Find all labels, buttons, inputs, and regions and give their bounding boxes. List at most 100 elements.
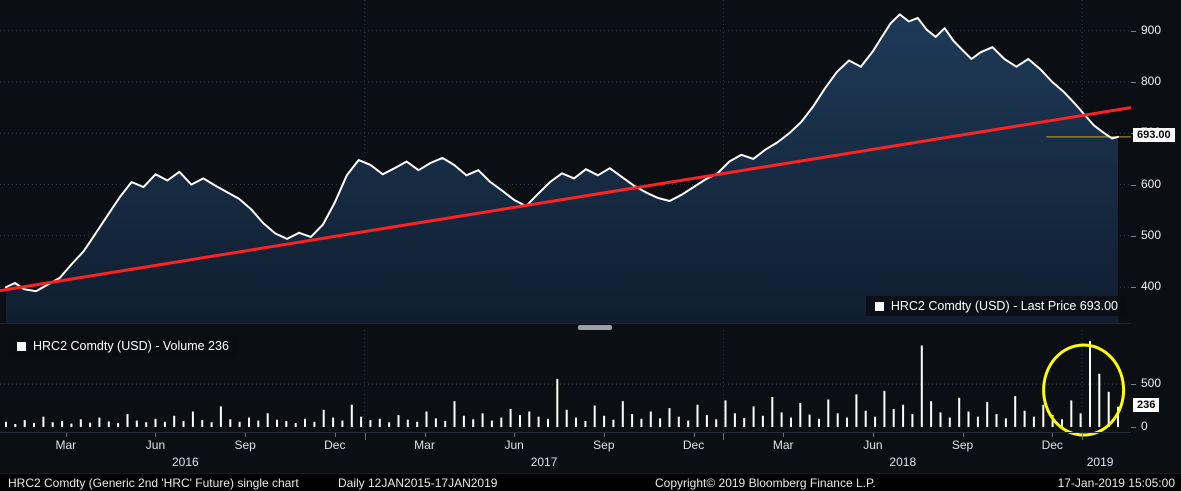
volume-bar <box>1117 406 1119 427</box>
volume-bar <box>416 421 419 427</box>
year-tick-label: 2016 <box>171 455 199 469</box>
volume-tick-label: 0 <box>1141 419 1148 433</box>
time-axis: Mar Jun Sep Dec Mar Jun Sep Dec Mar Jun Sep Dec 2016… <box>0 432 1131 474</box>
volume-bar <box>1023 410 1026 427</box>
current-volume-badge: 236 <box>1133 397 1160 412</box>
volume-bar <box>958 397 961 427</box>
volume-bar <box>154 418 157 427</box>
chart-description: HRC2 Comdty (Generic 2nd 'HRC' Future) s… <box>8 476 299 490</box>
volume-bar <box>547 418 549 427</box>
volume-bar <box>771 397 774 427</box>
volume-bar <box>1061 419 1063 427</box>
volume-bar <box>219 406 222 427</box>
axis-tick <box>1131 384 1136 386</box>
price-tick-label: 600 <box>1141 176 1162 191</box>
volume-bar <box>238 421 241 427</box>
last-price-badge: 693.00 <box>1133 127 1175 142</box>
axis-tick <box>155 433 157 437</box>
volume-bar <box>575 417 577 427</box>
volume-bar <box>883 390 886 427</box>
highlight-circle-annotation <box>1042 343 1126 437</box>
price-tick-label: 400 <box>1141 279 1162 294</box>
axis-tick <box>1131 235 1136 237</box>
volume-bar <box>201 420 204 427</box>
month-tick-label: Mar <box>772 438 794 452</box>
volume-bar <box>276 419 278 427</box>
volume-bar <box>705 415 708 427</box>
volume-bar <box>117 423 120 427</box>
volume-bar <box>5 421 7 427</box>
volume-bar <box>500 417 503 427</box>
volume-bar <box>649 411 652 427</box>
volume-bar <box>1089 341 1091 427</box>
volume-bar <box>79 419 82 427</box>
volume-bar <box>790 417 792 427</box>
divider-handle[interactable] <box>578 325 612 330</box>
volume-bar <box>126 414 129 427</box>
volume-bar <box>948 417 951 427</box>
axis-tick <box>65 433 67 437</box>
volume-bar <box>556 378 559 427</box>
volume-bar <box>696 404 699 427</box>
price-tick-label: 900 <box>1141 22 1162 37</box>
price-legend: HRC2 Comdty (USD) - Last Price 693.00 <box>865 296 1127 316</box>
axis-tick <box>1131 427 1136 428</box>
year-boundary-tick <box>364 433 366 440</box>
axis-tick <box>1052 433 1054 437</box>
volume-bar <box>761 415 764 427</box>
timestamp: 17-Jan-2019 15:05:00 <box>1057 476 1175 490</box>
volume-bar <box>846 417 848 427</box>
volume-bar <box>229 419 232 427</box>
volume-bar <box>902 404 905 427</box>
volume-bar <box>1098 373 1101 427</box>
volume-bar <box>70 423 73 427</box>
axis-tick <box>514 433 516 437</box>
panel-divider[interactable] <box>0 323 1131 331</box>
year-tick-label: 2018 <box>889 455 917 469</box>
volume-bar <box>1107 391 1110 427</box>
volume-bar <box>892 409 895 427</box>
volume-bar <box>621 401 624 427</box>
price-line <box>5 13 1119 293</box>
volume-bar <box>930 401 933 427</box>
volume-bar <box>612 419 615 427</box>
volume-bar <box>743 418 746 427</box>
volume-bar <box>360 416 363 427</box>
month-tick-label: Sep <box>234 438 256 452</box>
axis-tick <box>603 433 605 437</box>
volume-bar <box>42 416 45 427</box>
trend-line <box>0 106 1131 293</box>
volume-bar <box>519 415 521 427</box>
axis-tick <box>783 433 785 437</box>
month-tick-label: Sep <box>593 438 615 452</box>
volume-bar <box>584 421 587 427</box>
volume-bar <box>257 420 260 427</box>
volume-bar <box>294 423 297 427</box>
volume-bar <box>659 418 662 427</box>
volume-bar <box>388 422 391 427</box>
volume-bar <box>98 417 101 427</box>
volume-bar <box>472 419 475 427</box>
volume-bar <box>369 420 372 427</box>
month-tick-label: Dec <box>1041 438 1063 452</box>
volume-bar <box>285 421 288 427</box>
volume-bar <box>1079 413 1082 427</box>
volume-bar <box>939 412 942 427</box>
axis-tick <box>693 433 695 437</box>
volume-bar <box>715 419 718 427</box>
volume-bar <box>23 420 26 427</box>
price-chart-canvas[interactable] <box>0 0 1131 323</box>
month-tick-label: Jun <box>863 438 883 452</box>
volume-bar <box>603 415 606 427</box>
volume-chart-canvas[interactable] <box>0 330 1131 437</box>
volume-bar <box>808 414 811 427</box>
axis-tick <box>1131 30 1136 32</box>
volume-bar <box>462 415 465 427</box>
volume-legend: HRC2 Comdty (USD) - Volume 236 <box>8 336 238 356</box>
volume-bar <box>1004 418 1007 427</box>
axis-tick <box>1131 82 1136 84</box>
volume-bar <box>920 345 923 427</box>
volume-bar <box>874 416 877 427</box>
